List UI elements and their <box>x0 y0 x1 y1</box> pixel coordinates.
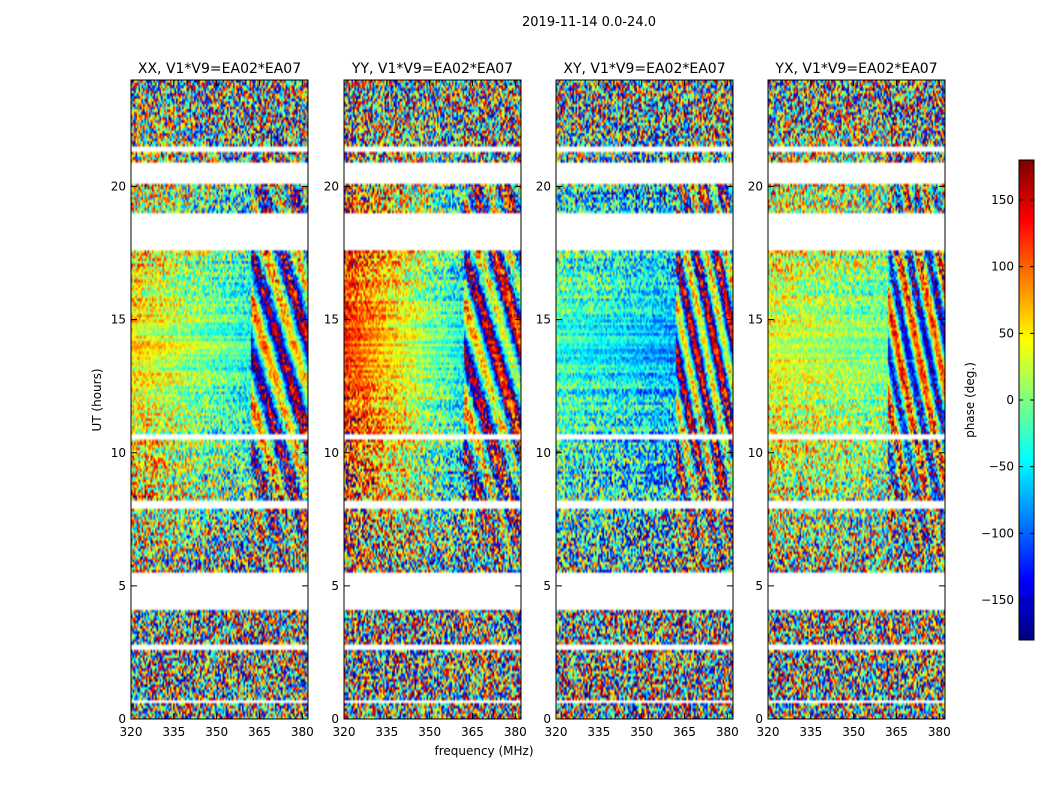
x-tick-label: 380 <box>291 725 314 739</box>
panel-frame <box>130 79 309 720</box>
y-tick-label: 20 <box>536 180 551 194</box>
x-tick-label: 320 <box>545 725 568 739</box>
x-tick-label: 335 <box>587 725 610 739</box>
x-tick-label: 350 <box>418 725 441 739</box>
colorbar: 150 100 50 0 −50 −100 −150 phase (deg.) <box>963 159 1035 641</box>
x-tick-label: 335 <box>162 725 185 739</box>
panel-title: YX, V1*V9=EA02*EA07 <box>774 61 937 77</box>
x-tick-label: 380 <box>928 725 951 739</box>
panel-frame <box>343 79 522 720</box>
y-axis-label: UT (hours) <box>90 368 104 431</box>
x-tick-label: 350 <box>630 725 653 739</box>
y-tick-label: 15 <box>111 313 126 327</box>
colorbar-tick-label: −150 <box>981 593 1014 607</box>
panel-title: XY, V1*V9=EA02*EA07 <box>563 61 725 77</box>
x-tick-label: 320 <box>333 725 356 739</box>
y-tick-label: 15 <box>536 313 551 327</box>
x-tick-label: 380 <box>716 725 739 739</box>
colorbar-gradient <box>1019 160 1034 640</box>
y-tick-label: 10 <box>111 446 126 460</box>
panel-title: YY, V1*V9=EA02*EA07 <box>351 61 513 77</box>
y-tick-label: 5 <box>543 579 551 593</box>
y-tick-label: 5 <box>755 579 763 593</box>
y-tick-label: 10 <box>748 446 763 460</box>
y-tick-label: 0 <box>755 712 763 726</box>
panel-frame <box>767 79 946 720</box>
y-tick-label: 0 <box>118 712 126 726</box>
y-tick-label: 10 <box>324 446 339 460</box>
colorbar-tick-label: −100 <box>981 526 1014 540</box>
y-tick-label: 15 <box>748 313 763 327</box>
y-tick-label: 5 <box>331 579 339 593</box>
y-tick-label: 0 <box>543 712 551 726</box>
y-tick-label: 5 <box>118 579 126 593</box>
y-tick-label: 10 <box>536 446 551 460</box>
x-tick-label: 350 <box>842 725 865 739</box>
x-axis-label: frequency (MHz) <box>434 744 533 758</box>
colorbar-tick-label: 50 <box>999 326 1014 340</box>
y-tick-label: 0 <box>331 712 339 726</box>
panel-title: XX, V1*V9=EA02*EA07 <box>138 61 301 77</box>
colorbar-tick-label: 150 <box>991 193 1014 207</box>
heatmap-image <box>768 80 945 719</box>
panel-4: YX, V1*V9=EA02*EA07 320 335 350 365 380 0 5 10 15… <box>748 61 951 739</box>
x-tick-label: 320 <box>120 725 143 739</box>
panel-frame <box>555 79 734 720</box>
x-tick-label: 350 <box>205 725 228 739</box>
y-tick-label: 20 <box>111 180 126 194</box>
x-tick-label: 365 <box>673 725 696 739</box>
x-tick-label: 380 <box>504 725 527 739</box>
panel-2: YY, V1*V9=EA02*EA07 320 335 350 365 380 0 5 10 15… <box>324 61 527 739</box>
y-tick-label: 20 <box>748 180 763 194</box>
x-tick-label: 335 <box>375 725 398 739</box>
figure-title: 2019-11-14 0.0-24.0 <box>522 15 656 30</box>
colorbar-tick-label: 0 <box>1006 393 1014 407</box>
y-tick-label: 20 <box>324 180 339 194</box>
x-tick-label: 365 <box>461 725 484 739</box>
colorbar-label: phase (deg.) <box>963 362 977 438</box>
x-tick-label: 335 <box>799 725 822 739</box>
x-tick-label: 365 <box>248 725 271 739</box>
y-tick-label: 15 <box>324 313 339 327</box>
colorbar-tick-label: 100 <box>991 260 1014 274</box>
panel-1: XX, V1*V9=EA02*EA07 320 335 350 365 380 0 5 10 15… <box>111 61 314 739</box>
x-tick-label: 320 <box>757 725 780 739</box>
panels-group: XX, V1*V9=EA02*EA07 320 335 350 365 380 0 5 10 15… <box>111 61 951 739</box>
heatmap-image <box>344 80 521 719</box>
panel-3: XY, V1*V9=EA02*EA07 320 335 350 365 380 0 5 10 15… <box>536 61 739 739</box>
x-tick-label: 365 <box>885 725 908 739</box>
heatmap-image <box>556 80 733 719</box>
colorbar-tick-label: −50 <box>989 460 1014 474</box>
colorbar-ticks: 150 100 50 0 −50 −100 −150 <box>981 193 1034 607</box>
heatmap-image <box>131 80 308 719</box>
